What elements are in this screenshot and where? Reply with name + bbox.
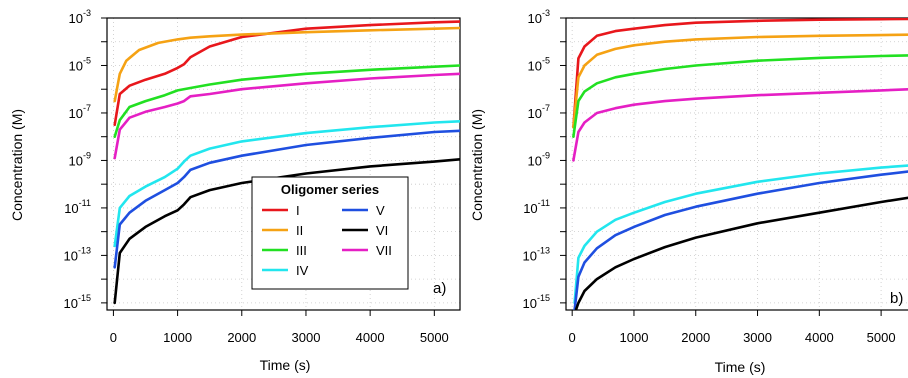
y-tick-label: 10-7: [69, 103, 91, 121]
panel-label-b: b): [890, 290, 903, 307]
y-tick-label: 10-3: [69, 8, 91, 26]
plot-frame-a: [106, 17, 461, 311]
y-tick-label: 10-3: [528, 8, 550, 26]
series-line-II-b: [572, 33, 908, 129]
series-line-VII-a: [113, 72, 460, 160]
series-line-V-b: [573, 170, 908, 310]
x-axis-title-b: Time (s): [715, 359, 766, 375]
x-tick-label: 4000: [805, 330, 834, 345]
x-tick-label: 2000: [227, 330, 256, 345]
y-tick-label: 10-15: [523, 293, 550, 311]
x-tick-label: 3000: [743, 330, 772, 345]
plot-frame-b: [565, 17, 908, 311]
y-tick-label: 10-13: [64, 245, 91, 263]
series-line-II-a: [113, 26, 460, 103]
series-line-VI-a: [113, 158, 460, 305]
series-layer-b: [572, 18, 908, 310]
legend-label-IV: IV: [296, 263, 309, 278]
axis-ticks-b: 0 1000 2000 3000 4000 5000 10-3 10-5 10-7 10-9 10-…: [523, 8, 896, 345]
series-line-III-a: [113, 64, 460, 138]
x-tick-label: 0: [110, 330, 117, 345]
y-axis-title-a: Concentration (M): [9, 109, 25, 221]
y-tick-label: 10-15: [64, 293, 91, 311]
legend-label-V: V: [376, 203, 385, 218]
x-tick-label: 2000: [681, 330, 710, 345]
x-tick-label: 4000: [356, 330, 385, 345]
series-line-IV-a: [113, 120, 460, 248]
x-tick-label: 5000: [420, 330, 449, 345]
series-layer-a: [113, 20, 460, 305]
series-line-VII-b: [572, 88, 908, 162]
series-line-III-b: [572, 54, 908, 138]
x-tick-label: 1000: [163, 330, 192, 345]
legend-label-II: II: [296, 223, 303, 238]
legend-label-I: I: [296, 203, 300, 218]
x-tick-label: 0: [569, 330, 576, 345]
legend-label-VII: VII: [376, 243, 392, 258]
y-tick-label: 10-7: [528, 103, 550, 121]
series-line-IV-b: [573, 164, 908, 305]
series-line-VI-b: [574, 196, 908, 310]
x-tick-label: 5000: [867, 330, 896, 345]
y-tick-label: 10-13: [523, 245, 550, 263]
y-tick-label: 10-9: [528, 150, 550, 168]
series-line-I-b: [572, 18, 908, 129]
y-tick-label: 10-9: [69, 150, 91, 168]
legend-label-VI: VI: [376, 223, 388, 238]
y-tick-label: 10-11: [64, 198, 91, 216]
x-tick-label: 3000: [292, 330, 321, 345]
y-tick-label: 10-5: [69, 55, 91, 73]
x-axis-title-a: Time (s): [260, 357, 311, 373]
legend-title: Oligomer series: [281, 182, 379, 197]
y-tick-label: 10-5: [528, 55, 550, 73]
chart-panel-b: 0 1000 2000 3000 4000 5000 10-3 10-5 10-7 10-9 10-…: [469, 8, 908, 375]
legend-label-III: III: [296, 243, 307, 258]
chart-panel-a: 0 1000 2000 3000 4000 5000 10-3 10-5 10-7 10-9 10-…: [9, 8, 461, 373]
series-line-I-a: [113, 20, 460, 127]
y-tick-label: 10-11: [523, 198, 550, 216]
series-line-V-a: [113, 129, 460, 269]
panel-label-a: a): [433, 280, 446, 297]
x-tick-label: 1000: [620, 330, 649, 345]
y-axis-title-b: Concentration (M): [469, 109, 485, 221]
axis-ticks-a: 0 1000 2000 3000 4000 5000 10-3 10-5 10-7 10-9 10-…: [64, 8, 449, 345]
